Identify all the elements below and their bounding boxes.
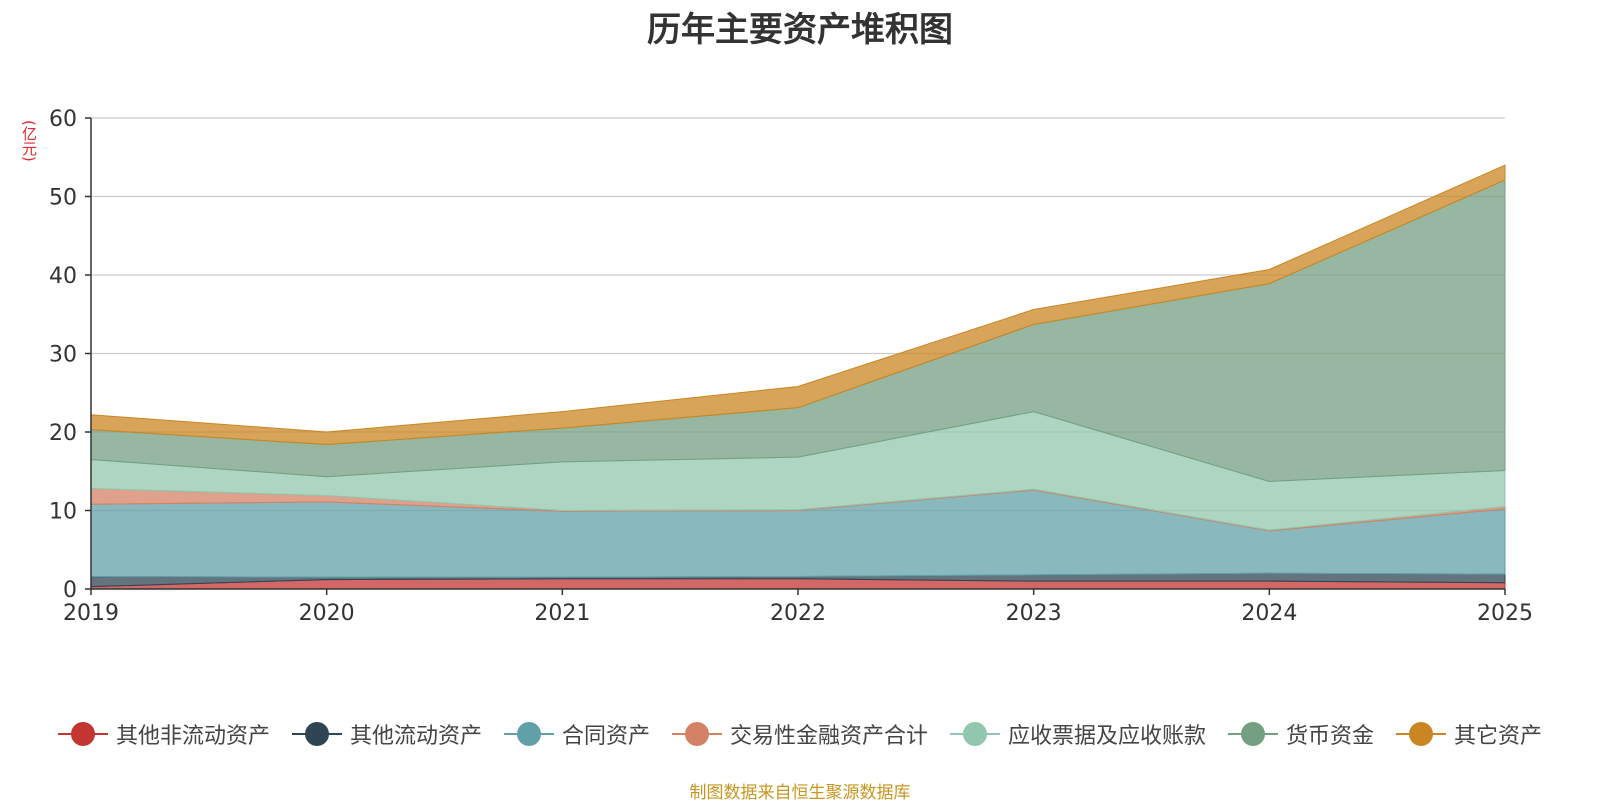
x-tick-label: 2024 bbox=[1241, 601, 1297, 626]
legend-marker-icon bbox=[1228, 721, 1279, 747]
legend-marker-icon bbox=[57, 721, 108, 747]
legend-label: 合同资产 bbox=[561, 724, 650, 749]
y-tick-label: 10 bbox=[49, 500, 77, 525]
stacked-area-chart: 0 10 20 30 40 50 60 2019 2020 2021 2022 2023 2024 202… bbox=[49, 107, 1533, 626]
x-tick-label: 2019 bbox=[63, 601, 119, 626]
area-series bbox=[90, 164, 1506, 590]
legend-item-5[interactable]: 应收票据及应收账款 bbox=[950, 718, 1206, 750]
legend-item-6[interactable]: 货币资金 bbox=[1228, 718, 1374, 750]
legend-marker-icon bbox=[503, 721, 554, 747]
legend-item-3[interactable]: 合同资产 bbox=[503, 718, 650, 750]
area-7[interactable] bbox=[90, 164, 1506, 446]
y-tick-label: 60 bbox=[49, 107, 77, 132]
data-source-note: 制图数据来自恒生聚源数据库 bbox=[689, 783, 911, 803]
y-tick-label: 40 bbox=[49, 264, 77, 289]
y-tick-label: 20 bbox=[49, 421, 77, 446]
x-tick-label: 2021 bbox=[534, 601, 590, 626]
legend-marker-icon bbox=[1396, 721, 1447, 747]
x-tick-label: 2023 bbox=[1006, 601, 1062, 626]
y-tick-label: 30 bbox=[49, 343, 77, 368]
x-tick-label: 2025 bbox=[1477, 601, 1533, 626]
legend-item-1[interactable]: 其他非流动资产 bbox=[57, 718, 270, 750]
legend: 其他非流动资产 其他流动资产 合同资产 交易性金融资产合计 应收票据及应收账款 货币资金 其… bbox=[0, 716, 1600, 752]
axes: 0 10 20 30 40 50 60 2019 2020 2021 2022 2023 2024 202… bbox=[49, 107, 1533, 626]
legend-label: 其他非流动资产 bbox=[115, 724, 270, 749]
legend-item-4[interactable]: 交易性金融资产合计 bbox=[671, 718, 928, 750]
legend-marker-icon bbox=[950, 721, 1000, 747]
x-tick-label: 2020 bbox=[299, 601, 355, 626]
x-tick-label: 2022 bbox=[770, 601, 826, 626]
legend-label: 交易性金融资产合计 bbox=[729, 724, 928, 749]
legend-label: 其他流动资产 bbox=[349, 724, 482, 749]
y-tick-label: 0 bbox=[63, 578, 77, 603]
legend-label: 应收票据及应收账款 bbox=[1008, 724, 1207, 749]
chart-title: 历年主要资产堆积图 bbox=[647, 10, 953, 50]
legend-item-2[interactable]: 其他流动资产 bbox=[291, 718, 482, 750]
legend-item-7[interactable]: 其它资产 bbox=[1396, 718, 1542, 750]
legend-marker-icon bbox=[671, 721, 722, 747]
y-axis-unit: (亿元) bbox=[20, 120, 38, 162]
legend-label: 其它资产 bbox=[1454, 724, 1543, 749]
y-tick-label: 50 bbox=[49, 186, 77, 211]
legend-marker-icon bbox=[291, 721, 342, 747]
legend-label: 货币资金 bbox=[1286, 724, 1375, 749]
